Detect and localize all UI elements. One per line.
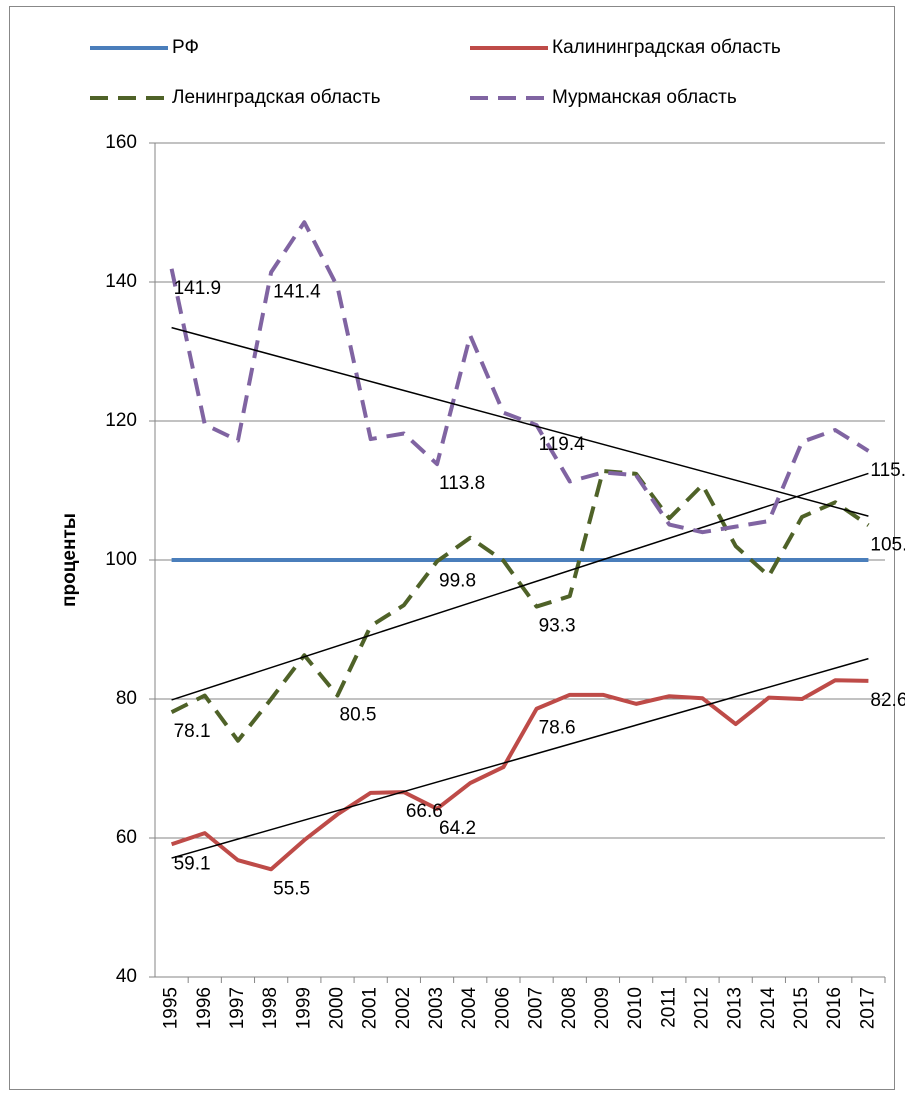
legend-label: Калининградская область [552, 37, 781, 58]
data-label: 78.6 [539, 718, 576, 739]
y-tick-label: 120 [105, 410, 137, 431]
x-tick-label: 1995 [161, 987, 182, 1029]
x-tick-label: 2006 [492, 987, 513, 1029]
x-tick-label: 2000 [327, 987, 348, 1029]
x-tick-label: 2013 [725, 987, 746, 1029]
y-tick-label: 40 [116, 966, 137, 987]
y-tick-label: 160 [105, 132, 137, 153]
chart-frame [9, 6, 895, 1090]
x-tick-label: 1997 [227, 987, 248, 1029]
trend-line [171, 472, 869, 701]
legend-label: Ленинградская область [172, 87, 381, 108]
data-label: 99.8 [439, 570, 476, 591]
trend-line [171, 326, 869, 517]
x-tick-label: 2017 [857, 987, 878, 1029]
x-tick-label: 2009 [592, 987, 613, 1029]
x-tick-label: 2015 [791, 987, 812, 1029]
data-label: 78.1 [174, 721, 211, 742]
series-line [170, 678, 869, 872]
x-tick-label: 2007 [526, 987, 547, 1029]
data-label: 64.2 [439, 818, 476, 839]
x-tick-label: 2016 [824, 987, 845, 1029]
data-label: 141.9 [174, 278, 222, 299]
series-line [170, 469, 870, 743]
series-line [169, 220, 870, 535]
legend-label: Мурманская область [552, 87, 737, 108]
x-tick-label: 2001 [360, 987, 381, 1029]
data-label: 105.0 [870, 534, 905, 555]
x-tick-label: 1996 [194, 987, 215, 1029]
data-label: 93.3 [539, 616, 576, 637]
x-tick-label: 2011 [658, 987, 679, 1028]
x-tick-label: 2014 [758, 987, 779, 1030]
x-tick-label: 2010 [625, 987, 646, 1029]
data-label: 80.5 [340, 705, 377, 726]
data-label: 59.1 [174, 853, 211, 874]
legend-label: РФ [172, 37, 199, 58]
x-tick-label: 2012 [692, 987, 713, 1029]
y-tick-label: 80 [116, 688, 137, 709]
trend-line [171, 657, 869, 859]
x-tick-label: 1998 [260, 987, 281, 1029]
x-tick-label: 2004 [459, 987, 480, 1030]
x-tick-label: 1999 [293, 987, 314, 1029]
data-label: 82.6 [870, 690, 905, 711]
data-label: 66.6 [406, 801, 443, 822]
x-tick-label: 2002 [393, 987, 414, 1029]
y-tick-label: 140 [105, 271, 137, 292]
data-label: 55.5 [273, 878, 310, 899]
x-tick-label: 2008 [559, 987, 580, 1029]
data-label: 141.4 [273, 281, 321, 302]
data-label: 113.8 [439, 473, 485, 494]
y-axis-label: проценты [59, 513, 80, 607]
x-tick-label: 2003 [426, 987, 447, 1029]
data-label: 119.4 [539, 434, 586, 455]
y-tick-label: 100 [105, 549, 137, 570]
data-label: 115.7 [870, 460, 905, 481]
y-tick-label: 60 [116, 827, 137, 848]
